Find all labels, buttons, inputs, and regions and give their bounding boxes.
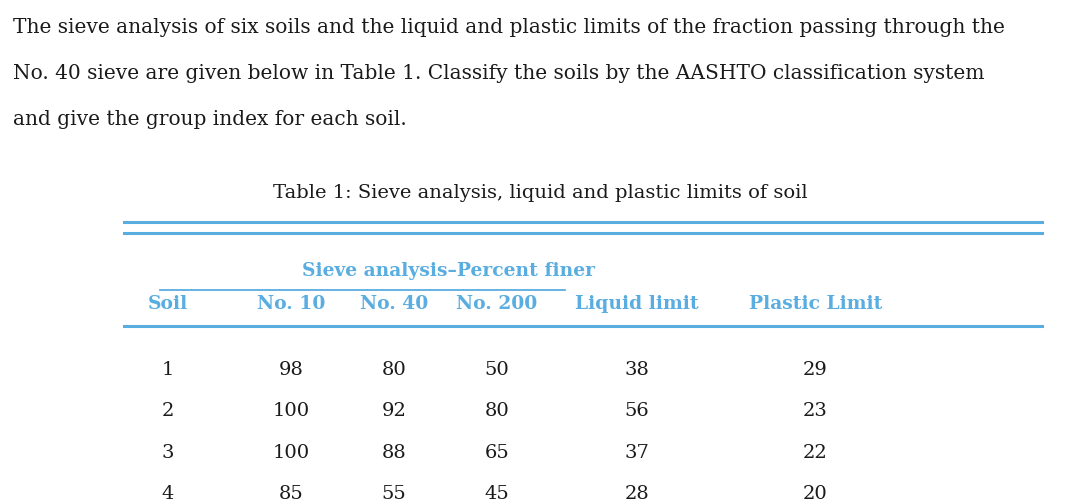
Text: 88: 88 bbox=[382, 444, 406, 462]
Text: 55: 55 bbox=[382, 485, 406, 503]
Text: Sieve analysis–Percent finer: Sieve analysis–Percent finer bbox=[302, 262, 595, 280]
Text: 2: 2 bbox=[161, 402, 174, 420]
Text: 80: 80 bbox=[485, 402, 509, 420]
Text: No. 40 sieve are given below in Table 1. Classify the soils by the AASHTO classi: No. 40 sieve are given below in Table 1.… bbox=[13, 64, 985, 83]
Text: 37: 37 bbox=[624, 444, 650, 462]
Text: 22: 22 bbox=[804, 444, 827, 462]
Text: 65: 65 bbox=[485, 444, 509, 462]
Text: 4: 4 bbox=[161, 485, 174, 503]
Text: Plastic Limit: Plastic Limit bbox=[748, 295, 882, 313]
Text: 56: 56 bbox=[625, 402, 649, 420]
Text: 85: 85 bbox=[280, 485, 303, 503]
Text: The sieve analysis of six soils and the liquid and plastic limits of the fractio: The sieve analysis of six soils and the … bbox=[13, 18, 1004, 37]
Text: 28: 28 bbox=[625, 485, 649, 503]
Text: 80: 80 bbox=[382, 361, 406, 379]
Text: 3: 3 bbox=[161, 444, 174, 462]
Text: 98: 98 bbox=[279, 361, 305, 379]
Text: No. 40: No. 40 bbox=[360, 295, 429, 313]
Text: 23: 23 bbox=[802, 402, 828, 420]
Text: 100: 100 bbox=[273, 444, 310, 462]
Text: 92: 92 bbox=[381, 402, 407, 420]
Text: Table 1: Sieve analysis, liquid and plastic limits of soil: Table 1: Sieve analysis, liquid and plas… bbox=[272, 184, 808, 203]
Text: 45: 45 bbox=[485, 485, 509, 503]
Text: 100: 100 bbox=[273, 402, 310, 420]
Text: and give the group index for each soil.: and give the group index for each soil. bbox=[13, 110, 407, 130]
Text: No. 10: No. 10 bbox=[257, 295, 326, 313]
Text: Soil: Soil bbox=[147, 295, 188, 313]
Text: 38: 38 bbox=[624, 361, 650, 379]
Text: Liquid limit: Liquid limit bbox=[576, 295, 699, 313]
Text: 29: 29 bbox=[802, 361, 828, 379]
Text: 20: 20 bbox=[804, 485, 827, 503]
Text: 50: 50 bbox=[485, 361, 509, 379]
Text: 1: 1 bbox=[161, 361, 174, 379]
Text: No. 200: No. 200 bbox=[456, 295, 538, 313]
